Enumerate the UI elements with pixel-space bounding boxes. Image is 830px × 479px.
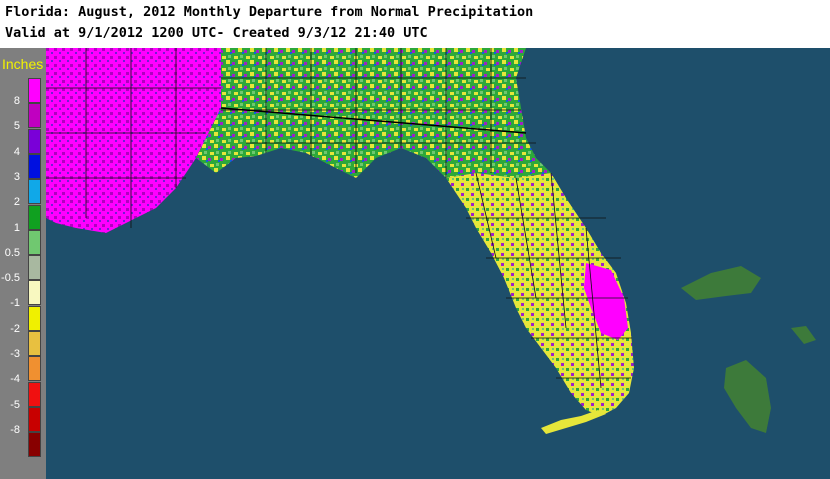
legend-swatch	[28, 103, 41, 129]
legend-swatch	[28, 153, 41, 179]
georgia-panhandle-land	[196, 48, 551, 178]
legend-swatch	[28, 78, 41, 103]
legend-tick-label: 4	[13, 145, 20, 158]
legend-swatch	[28, 331, 41, 356]
legend-tick-label: -2	[10, 322, 20, 335]
precipitation-legend: Inches 8 5 4 3 2 1 0.5 -0.5 -1 -2 -3 -4 -5 -8	[0, 48, 46, 479]
bahamas-andros	[724, 360, 771, 433]
florida-keys	[541, 410, 606, 434]
legend-swatch	[28, 255, 41, 281]
legend-swatch	[28, 406, 41, 432]
legend-tick-label: -5	[10, 398, 20, 411]
legend-swatch	[28, 179, 41, 205]
legend-tick-label: 8	[13, 95, 20, 107]
map-title: Florida: August, 2012 Monthly Departure …	[5, 4, 534, 20]
legend-title: Inches	[2, 56, 44, 72]
map-header: Florida: August, 2012 Monthly Departure …	[0, 0, 830, 48]
legend-tick-label: 0.5	[4, 246, 20, 259]
legend-tick-label: -3	[10, 348, 20, 360]
bahamas-islands	[681, 266, 761, 300]
legend-tick-label: -8	[10, 423, 20, 436]
legend-tick-label: 3	[13, 170, 20, 183]
legend-tick-label: -4	[10, 373, 20, 386]
legend-tick-label: 2	[13, 196, 20, 209]
precipitation-departure-map	[46, 48, 830, 479]
legend-swatch	[28, 280, 41, 306]
legend-swatch	[28, 305, 41, 331]
georgia-florida-border	[220, 107, 527, 134]
legend-swatch	[28, 356, 41, 382]
legend-tick-label: 5	[13, 120, 20, 133]
legend-tick-label: -0.5	[1, 272, 20, 285]
legend-swatch	[28, 229, 41, 255]
legend-swatch	[28, 204, 41, 230]
legend-tick-label: 1	[13, 221, 20, 234]
southeast-wet-area	[584, 263, 628, 340]
legend-tick-label: -1	[10, 297, 20, 310]
gulf-coast-land	[46, 48, 221, 233]
florida-peninsula-land	[446, 173, 634, 416]
map-valid-time: Valid at 9/1/2012 1200 UTC- Created 9/3/…	[5, 25, 428, 41]
legend-swatch	[28, 381, 41, 407]
bahamas-cays	[791, 326, 816, 344]
legend-swatch	[28, 432, 41, 458]
county-borders	[46, 48, 632, 389]
legend-swatch	[28, 128, 41, 154]
